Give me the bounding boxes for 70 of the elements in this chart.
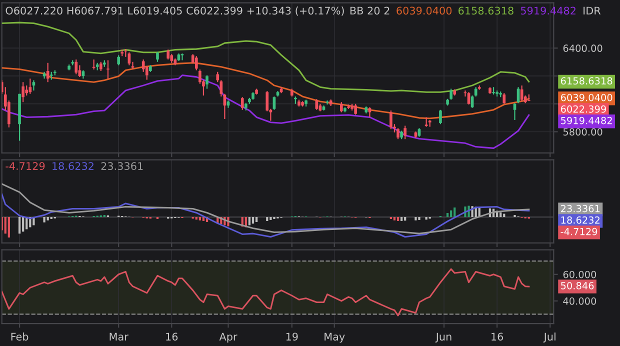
text: 23.3361 [101,162,143,170]
bar [450,210,452,218]
candlestick [354,103,357,116]
x-tick-label: Feb [11,332,28,341]
y-tick-label: 60.000 [563,270,596,278]
text: 6022.399 [560,105,606,113]
candlestick [166,48,170,60]
text: 23.3361 [560,204,600,212]
text: 5919.4482 [561,116,612,124]
annotation: 6158.6318 [458,6,514,15]
bar [404,217,406,221]
text: 6039.0400 [560,94,612,102]
candlestick [206,74,208,90]
annotation: BB 20 2 [350,6,390,15]
annotation: O6027.220 H6067.791 L6019.405 C6022.399 +10.343 (+0.17%) [6,6,344,16]
candlestick [216,71,220,83]
bar [418,217,420,220]
bar [266,217,268,221]
x-tick-label: Jun [435,332,452,343]
candlestick [424,116,428,128]
text: -4.7129 [6,162,45,170]
bar [400,217,403,221]
bar [446,213,449,218]
y-tick-label: 5800.00 [563,128,602,136]
text: 50.846 [561,282,594,290]
text: -4.7129 [560,228,598,236]
bar [248,217,251,226]
bar [414,217,417,220]
text: IDR [584,6,601,14]
y-tick-label: 40.000 [563,297,596,305]
candlestick [396,128,400,140]
candlestick [117,54,120,66]
text: 6158.6318 [560,77,612,85]
candlestick [404,125,407,140]
bar [503,214,506,218]
x-tick-label: Apr [219,332,238,343]
bar [270,217,272,220]
x-tick-label: 16 [492,332,504,341]
candlestick [474,86,478,98]
annotation: 5919.4482 [520,6,576,15]
x-tick-label: 19 [286,332,298,341]
candlestick [194,56,198,71]
x-tick-label: Mar [110,332,128,341]
candlestick [326,100,329,106]
bar [202,217,205,221]
candlestick [240,96,244,110]
candlestick [502,92,506,104]
y-tick-label: 6400.00 [563,44,602,52]
x-tick-label: 16 [166,332,178,341]
bar [454,207,456,218]
candlestick [467,92,470,106]
candlestick [272,96,276,110]
bar [396,217,400,221]
x-tick-label: May [324,332,345,343]
text: 18.6232 [561,216,600,224]
bar [198,217,202,220]
candlestick [340,102,343,113]
bar [500,212,502,218]
bar [252,217,254,224]
candlestick [156,51,159,62]
bar [195,217,198,220]
candlestick [450,88,452,100]
bar [393,217,396,220]
text: 18.6232 [52,162,94,170]
bar [255,217,258,222]
candlestick [439,109,442,125]
annotation: 6039.0400 [396,6,452,15]
x-tick-label: Jul [543,332,556,343]
candlestick [390,110,392,130]
bar [425,217,428,220]
